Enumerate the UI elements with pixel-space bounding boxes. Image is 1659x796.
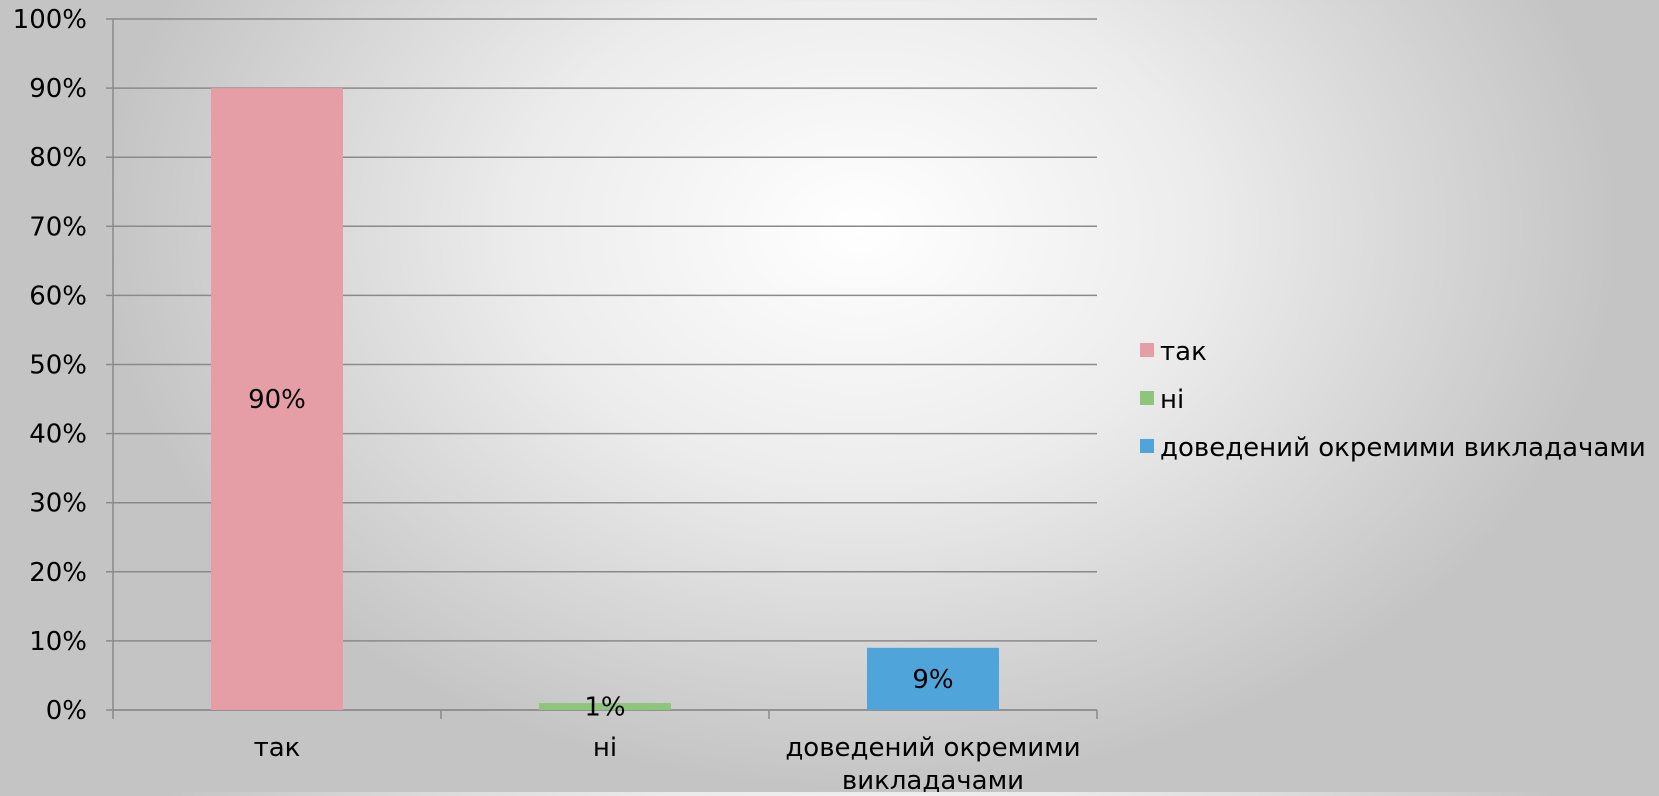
y-tick-label: 10% [29,627,87,657]
legend-label-3: доведений окремими викладачами [1160,433,1646,463]
legend-swatch-1 [1140,343,1154,357]
legend-label-2: ні [1160,385,1184,415]
legend-swatch-3 [1140,439,1154,453]
y-tick-label: 80% [29,143,87,173]
y-tick-label: 100% [13,5,87,35]
data-label: 9% [912,665,953,695]
y-tick-label: 30% [29,489,87,519]
y-tick-label: 20% [29,558,87,588]
data-label: 90% [248,385,306,415]
legend-label-1: так [1160,337,1207,367]
y-tick-label: 40% [29,420,87,450]
y-tick-label: 90% [29,74,87,104]
legend-swatch-2 [1140,391,1154,405]
bar-3 [867,647,999,710]
x-category-label: так [254,733,301,763]
y-tick-label: 70% [29,212,87,242]
x-category-label: доведений окремими [785,733,1080,763]
y-tick-label: 50% [29,351,87,381]
y-tick-label: 0% [46,696,87,726]
bar-1 [211,88,343,711]
x-category-label: ні [593,733,617,763]
x-category-label: викладачами [842,766,1024,792]
bar-2 [539,703,671,710]
data-label: 1% [584,693,625,723]
y-tick-label: 60% [29,281,87,311]
